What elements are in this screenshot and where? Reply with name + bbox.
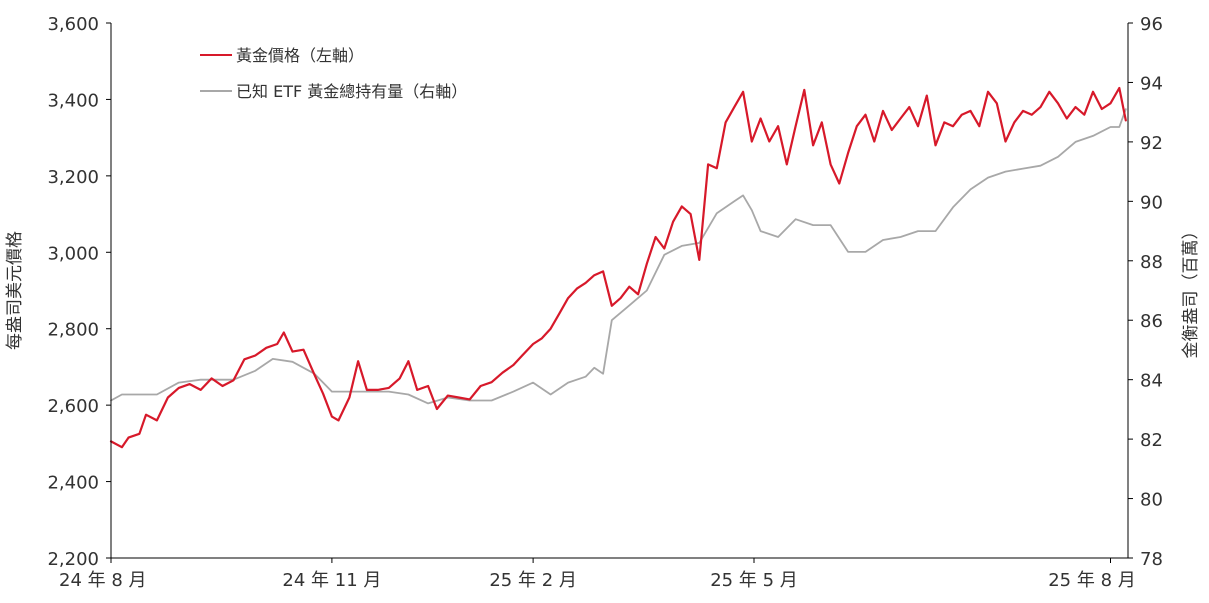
- left-tick-label: 3,000: [47, 243, 99, 264]
- left-tick-label: 2,600: [47, 396, 99, 417]
- right-tick-label: 80: [1140, 490, 1163, 511]
- left-tick-label: 3,600: [47, 14, 99, 35]
- right-tick-label: 78: [1140, 549, 1163, 570]
- right-tick-label: 88: [1140, 252, 1163, 273]
- left-tick-label: 3,200: [47, 167, 99, 188]
- x-tick-label: 24 年 8 月: [59, 570, 147, 591]
- x-tick-label: 25 年 2 月: [489, 570, 577, 591]
- legend-label-gold-price: 黃金價格（左軸）: [236, 46, 364, 65]
- right-tick-label: 90: [1140, 192, 1163, 213]
- right-tick-label: 94: [1140, 73, 1163, 94]
- x-tick-label: 24 年 11 月: [282, 570, 381, 591]
- right-tick-label: 82: [1140, 430, 1163, 451]
- right-tick-label: 84: [1140, 371, 1163, 392]
- axes: [106, 22, 1133, 563]
- left-tick-label: 2,800: [47, 320, 99, 341]
- right-axis-title: 金衡盎司（百萬）: [1181, 223, 1201, 359]
- left-axis-title: 每盎司美元價格: [5, 231, 25, 350]
- left-tick-label: 2,400: [47, 473, 99, 494]
- left-tick-label: 3,400: [47, 90, 99, 111]
- legend: 黃金價格（左軸） 已知 ETF 黃金總持有量（右軸）: [200, 46, 467, 101]
- plot-lines: [109, 86, 1127, 449]
- right-tick-label: 86: [1140, 311, 1163, 332]
- left-tick-label: 2,200: [47, 549, 99, 570]
- right-tick-label: 96: [1140, 14, 1163, 35]
- tick-labels: 2,200 2,400 2,600 2,800 3,000 3,200 3,400 3,600…: [47, 14, 1162, 591]
- legend-label-etf-holdings: 已知 ETF 黃金總持有量（右軸）: [236, 82, 467, 101]
- right-tick-label: 92: [1140, 133, 1163, 154]
- series-line-etf-holdings: [110, 108, 1127, 405]
- series-line-gold-price: [109, 86, 1127, 449]
- x-tick-label: 25 年 8 月: [1048, 570, 1136, 591]
- x-tick-label: 25 年 5 月: [710, 570, 798, 591]
